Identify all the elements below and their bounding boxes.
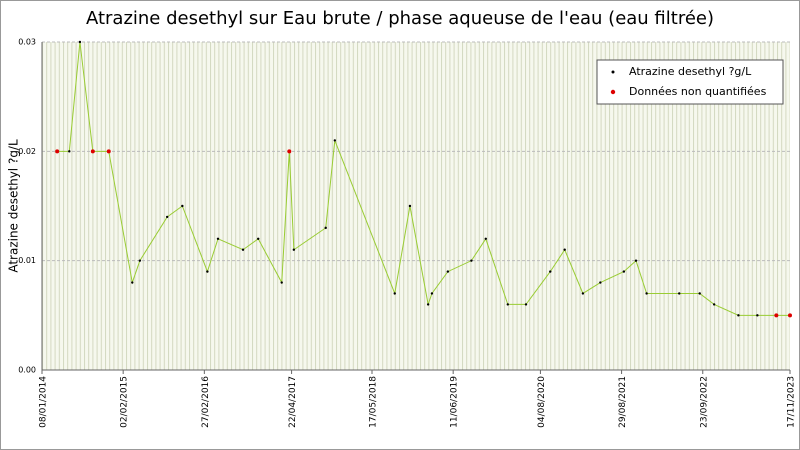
y-tick-label: 0.00 bbox=[18, 366, 36, 375]
data-point bbox=[78, 40, 82, 44]
data-point bbox=[622, 270, 626, 273]
non-quantified-point bbox=[90, 149, 95, 154]
chart-title: Atrazine desethyl sur Eau brute / phase … bbox=[86, 8, 714, 29]
data-point bbox=[430, 292, 434, 295]
data-point bbox=[393, 292, 396, 295]
x-tick-label: 11/06/2019 bbox=[450, 376, 460, 428]
non-quantified-point bbox=[55, 149, 60, 154]
data-point bbox=[698, 292, 701, 295]
x-tick-label: 17/05/2018 bbox=[369, 376, 379, 428]
data-point bbox=[599, 281, 602, 284]
data-point bbox=[138, 259, 142, 262]
x-tick-label: 17/11/2023 bbox=[787, 376, 797, 428]
non-quantified-point bbox=[106, 149, 111, 154]
data-point bbox=[292, 248, 296, 251]
legend-box bbox=[596, 59, 784, 105]
data-point bbox=[241, 248, 245, 251]
data-point bbox=[446, 270, 450, 273]
data-point bbox=[506, 303, 509, 306]
x-tick-label: 02/02/2015 bbox=[120, 376, 130, 428]
data-point bbox=[280, 281, 283, 284]
data-point bbox=[645, 292, 648, 295]
data-point bbox=[181, 204, 184, 208]
non-quantified-point bbox=[287, 149, 292, 154]
data-point bbox=[712, 303, 716, 306]
data-point bbox=[484, 237, 487, 240]
data-point bbox=[206, 270, 209, 273]
data-point bbox=[257, 237, 260, 240]
data-point bbox=[678, 292, 681, 295]
x-tick-label: 08/01/2014 bbox=[39, 376, 49, 428]
non-quantified-point bbox=[788, 313, 792, 318]
data-point bbox=[426, 303, 430, 306]
data-point bbox=[131, 281, 134, 284]
data-point bbox=[68, 150, 71, 153]
non-quantified-point bbox=[774, 313, 779, 318]
data-point bbox=[549, 270, 552, 273]
data-point bbox=[634, 259, 638, 262]
data-point bbox=[581, 292, 585, 295]
data-point bbox=[756, 314, 759, 317]
y-tick-label: 0.03 bbox=[18, 38, 36, 47]
data-point bbox=[563, 248, 566, 251]
data-point bbox=[524, 303, 528, 306]
legend-label: Données non quantifiées bbox=[629, 85, 767, 98]
y-axis-label: Atrazine desethyl ?g/L bbox=[7, 139, 21, 273]
x-tick-label: 23/09/2022 bbox=[699, 376, 709, 428]
legend-marker bbox=[611, 70, 615, 74]
y-tick-label: 0.02 bbox=[18, 147, 36, 156]
legend-marker bbox=[610, 89, 616, 95]
x-tick-label: 04/08/2020 bbox=[537, 376, 547, 428]
data-point bbox=[470, 259, 473, 262]
data-point bbox=[333, 139, 337, 142]
data-point bbox=[324, 226, 327, 230]
x-tick-label: 22/04/2017 bbox=[288, 376, 298, 428]
x-tick-label: 27/02/2016 bbox=[201, 376, 211, 428]
data-point bbox=[737, 314, 740, 317]
data-point bbox=[165, 215, 169, 219]
data-point bbox=[216, 237, 220, 240]
legend-label: Atrazine desethyl ?g/L bbox=[629, 65, 752, 78]
data-point bbox=[408, 204, 412, 208]
y-tick-label: 0.01 bbox=[18, 256, 36, 265]
x-tick-label: 29/08/2021 bbox=[618, 376, 628, 428]
